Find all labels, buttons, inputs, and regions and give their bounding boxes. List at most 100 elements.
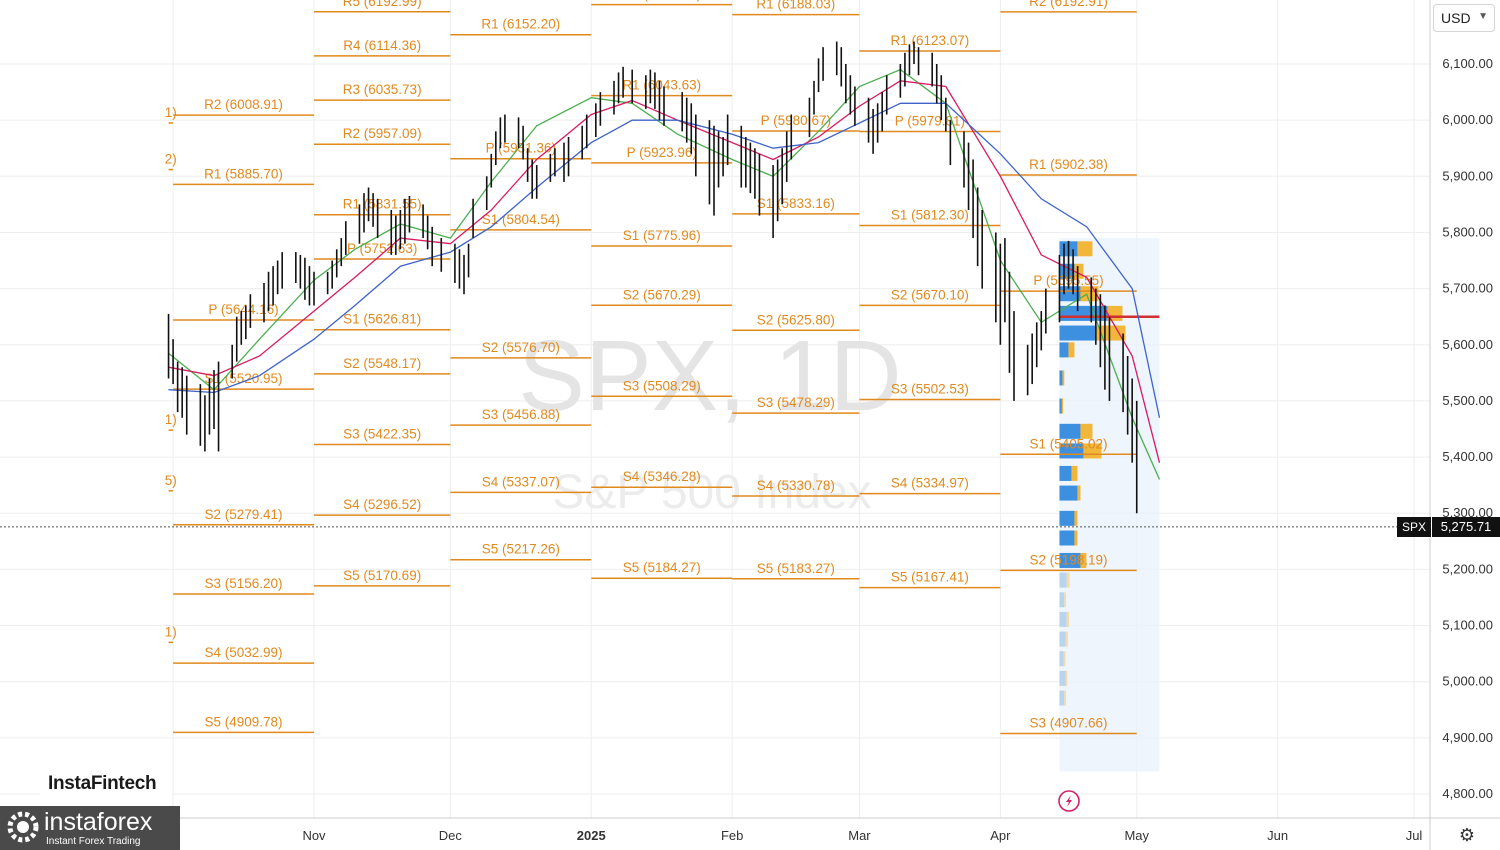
symbol-price-tag: SPX	[1397, 516, 1431, 537]
pivot-label: 1)	[165, 624, 177, 639]
pivot-label: S5 (4909.78)	[205, 714, 283, 729]
gear-icon[interactable]: ⚙	[1458, 825, 1476, 845]
price-tick-label: 6,100.00	[1442, 56, 1493, 71]
pivot-label: R1 (5902.38)	[1029, 157, 1108, 172]
volume-profile-sell-bar	[1061, 398, 1064, 414]
volume-profile-buy-bar	[1059, 370, 1063, 386]
pivot-label: S1 (5626.81)	[343, 312, 421, 327]
pivot-label: S2 (5279.41)	[205, 507, 283, 522]
pivot-label: P (5979.81)	[895, 113, 965, 128]
volume-profile-buy-bar	[1059, 325, 1096, 341]
volume-profile-sell-bar	[1071, 465, 1078, 481]
pivot-label: S1 (5405.02)	[1030, 436, 1108, 451]
volume-profile-buy-bar	[1059, 342, 1069, 358]
volume-profile-buy-bar	[1059, 398, 1062, 414]
month-tick-label: Jun	[1267, 828, 1288, 843]
volume-profile-buy-bar	[1059, 552, 1081, 568]
volume-profile-buy-bar	[1059, 651, 1064, 667]
price-tick-label: 5,700.00	[1442, 281, 1493, 296]
instaforex-logo: instaforex Instant Forex Trading	[0, 806, 180, 850]
pivot-label: S1 (5833.16)	[757, 196, 835, 211]
pivot-label: S4 (5296.52)	[343, 497, 421, 512]
price-tick-label: 5,400.00	[1442, 449, 1493, 464]
pivot-label: S5 (5170.69)	[343, 568, 421, 583]
pivot-label: S5 (5217.26)	[482, 542, 560, 557]
pivot-label: S2 (5548.17)	[343, 356, 421, 371]
pivot-label: S2 (5576.70)	[482, 340, 560, 355]
volume-profile-sell-bar	[1066, 611, 1070, 627]
pivot-label: S2 (5198.19)	[1030, 552, 1108, 567]
pivot-label: P (5923.96)	[627, 145, 697, 160]
chart-watermark: SPX, 1D S&P 500 Index	[518, 320, 902, 519]
pivot-label: R1 (6123.07)	[891, 33, 970, 48]
price-tick-label: 5,800.00	[1442, 224, 1493, 239]
pivot-label: R2 (5957.09)	[343, 126, 422, 141]
volume-profile-buy-bar	[1059, 592, 1065, 608]
volume-profile-sell-bar	[1080, 552, 1087, 568]
pivot-label: 2)	[165, 152, 177, 167]
pivot-label: S3 (5156.20)	[205, 576, 283, 591]
volume-profile-sell-bar	[1063, 651, 1066, 667]
pivot-label: R3 (6035.73)	[343, 82, 422, 97]
volume-profile-sell-bar	[1062, 370, 1065, 386]
pivot-label: R1 (6043.63)	[622, 78, 701, 93]
pivot-label: R2 (6192.91)	[1029, 0, 1108, 9]
month-tick-label: Apr	[990, 828, 1011, 843]
volume-profile-buy-bar	[1059, 690, 1065, 706]
watermark-name: S&P 500 Index	[552, 466, 871, 519]
month-tick-label: Nov	[302, 828, 326, 843]
pivot-label: R1 (6188.03)	[756, 0, 835, 12]
pivot-label: S1 (5775.96)	[623, 228, 701, 243]
pivot-label: S3 (5508.29)	[623, 378, 701, 393]
volume-profile-sell-bar	[1064, 690, 1067, 706]
price-tick-label: 5,100.00	[1442, 618, 1493, 633]
pivot-label: R5 (6192.99)	[343, 0, 422, 9]
chart-grid	[0, 0, 1430, 818]
volume-profile-sell-bar	[1065, 631, 1068, 647]
pivot-label: S3 (4907.66)	[1030, 716, 1108, 731]
month-tick-label: 2025	[577, 828, 606, 843]
price-tick-label: 5,600.00	[1442, 337, 1493, 352]
volume-profile-buy-bar	[1059, 510, 1075, 526]
pivot-label: S3 (5478.29)	[757, 395, 835, 410]
volume-profile-buy-bar	[1059, 530, 1075, 546]
pivot-label: S4 (5330.78)	[757, 478, 835, 493]
pivot-label: S1 (5520.95)	[205, 371, 283, 386]
price-tick-label: 5,500.00	[1442, 393, 1493, 408]
pivot-label: S1 (5804.54)	[482, 212, 560, 227]
pivot-label: S3 (5502.53)	[891, 382, 969, 397]
pivot-label: S4 (5334.97)	[891, 476, 969, 491]
month-tick-label: Jul	[1406, 828, 1423, 843]
volume-profile-sell-bar	[1064, 592, 1067, 608]
currency-selector[interactable]: USD ▼	[1433, 4, 1495, 32]
pivot-label: S4 (5346.28)	[623, 469, 701, 484]
volume-profile-buy-bar	[1059, 465, 1072, 481]
month-tick-label: Feb	[721, 828, 743, 843]
price-tick-label: 4,800.00	[1442, 786, 1493, 801]
volume-profile-buy-bar	[1059, 423, 1081, 439]
time-axis[interactable]: Nov Dec 2025 Feb Mar Apr May Jun Jul	[0, 817, 1500, 843]
chevron-down-icon: ▼	[1478, 11, 1488, 22]
pivot-label: P (5931.36)	[486, 141, 556, 156]
pivot-label: R1 (5885.70)	[204, 166, 283, 181]
pivot-label: R2 (6205.63)	[622, 0, 701, 2]
instafintech-logo-text: InstaFintech	[48, 773, 157, 794]
pivot-label: S1 (5812.30)	[891, 208, 969, 223]
month-tick-label: Dec	[439, 828, 463, 843]
volume-profile-buy-bar	[1059, 611, 1067, 627]
instaforex-emblem-icon	[7, 811, 39, 843]
pivot-label: R1 (5831.55)	[343, 197, 422, 212]
pivot-label: S2 (5670.29)	[623, 287, 701, 302]
price-axis[interactable]: 4,800.00 4,900.00 5,000.00 5,100.00 5,200.00…	[1429, 0, 1493, 850]
volume-profile-sell-bar	[1074, 263, 1084, 279]
pivot-label: P (5644.16)	[208, 302, 278, 317]
pivot-label: S2 (5625.80)	[757, 312, 835, 327]
price-tick-label: 5,300.00	[1442, 505, 1493, 520]
instaforex-tagline: Instant Forex Trading	[46, 836, 141, 847]
volume-profile-buy-bar	[1059, 572, 1067, 588]
pivot-label: S5 (5167.41)	[891, 570, 969, 585]
ma-slow-line	[168, 102, 1161, 418]
pivot-label: S5 (5183.27)	[757, 561, 835, 576]
lightning-icon[interactable]	[1058, 790, 1080, 812]
